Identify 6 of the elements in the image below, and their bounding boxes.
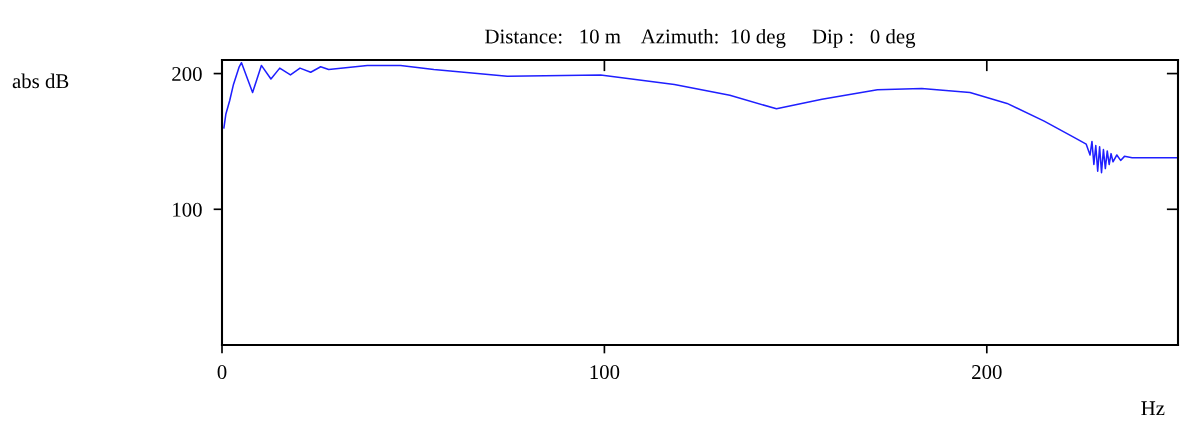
x-tick-label: 0 [217,365,227,380]
chart-title: Distance: 10 m Azimuth: 10 deg Dip : 0 deg [485,28,916,48]
x-tick-label: 100 [590,365,620,380]
y-axis-title: abs dB [12,73,69,89]
x-tick-label: 200 [972,365,1002,380]
x-axis-title: Hz [1141,401,1165,416]
